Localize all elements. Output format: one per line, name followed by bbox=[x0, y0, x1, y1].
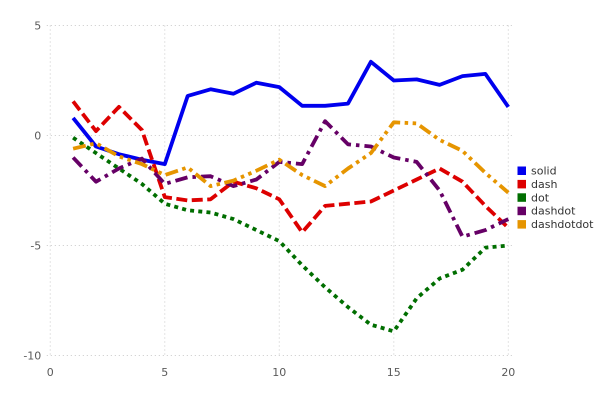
legend-swatch-dashdot bbox=[517, 206, 526, 216]
legend-swatch-dashdotdot bbox=[517, 220, 526, 229]
legend-swatch-dash bbox=[517, 179, 526, 189]
y-tick-label-0: 5 bbox=[34, 19, 41, 32]
y-tick-label-2: -5 bbox=[30, 239, 41, 252]
legend-label-dash: dash bbox=[531, 178, 557, 191]
legend-label-dashdot: dashdot bbox=[531, 205, 576, 218]
legend-label-dashdotdot: dashdotdot bbox=[531, 218, 594, 231]
legend-item-solid: solid bbox=[517, 165, 557, 178]
x-tick-label-4: 20 bbox=[501, 366, 515, 379]
series-dash bbox=[71, 100, 510, 235]
legend-item-dot: dot bbox=[517, 191, 550, 204]
legend-label-solid: solid bbox=[531, 165, 557, 178]
legend-label-dot: dot bbox=[531, 191, 550, 204]
legend-item-dashdot: dashdot bbox=[517, 205, 576, 218]
axis-tick-labels: 0 5 10 15 20 5 0 -5 -10 bbox=[23, 19, 515, 379]
x-tick-label-1: 5 bbox=[161, 366, 168, 379]
series-lines bbox=[71, 59, 510, 334]
series-dashdot bbox=[71, 119, 510, 239]
legend-swatch-dot bbox=[517, 193, 526, 202]
x-tick-label-3: 15 bbox=[387, 366, 401, 379]
y-tick-label-1: 0 bbox=[34, 129, 41, 142]
legend-item-dash: dash bbox=[517, 178, 557, 191]
y-tick-label-3: -10 bbox=[23, 349, 41, 362]
x-tick-label-0: 0 bbox=[47, 366, 54, 379]
series-dashdotdot bbox=[72, 120, 510, 195]
x-tick-label-2: 10 bbox=[272, 366, 286, 379]
legend-item-dashdotdot: dashdotdot bbox=[517, 218, 594, 231]
legend-swatch-solid bbox=[517, 166, 526, 175]
